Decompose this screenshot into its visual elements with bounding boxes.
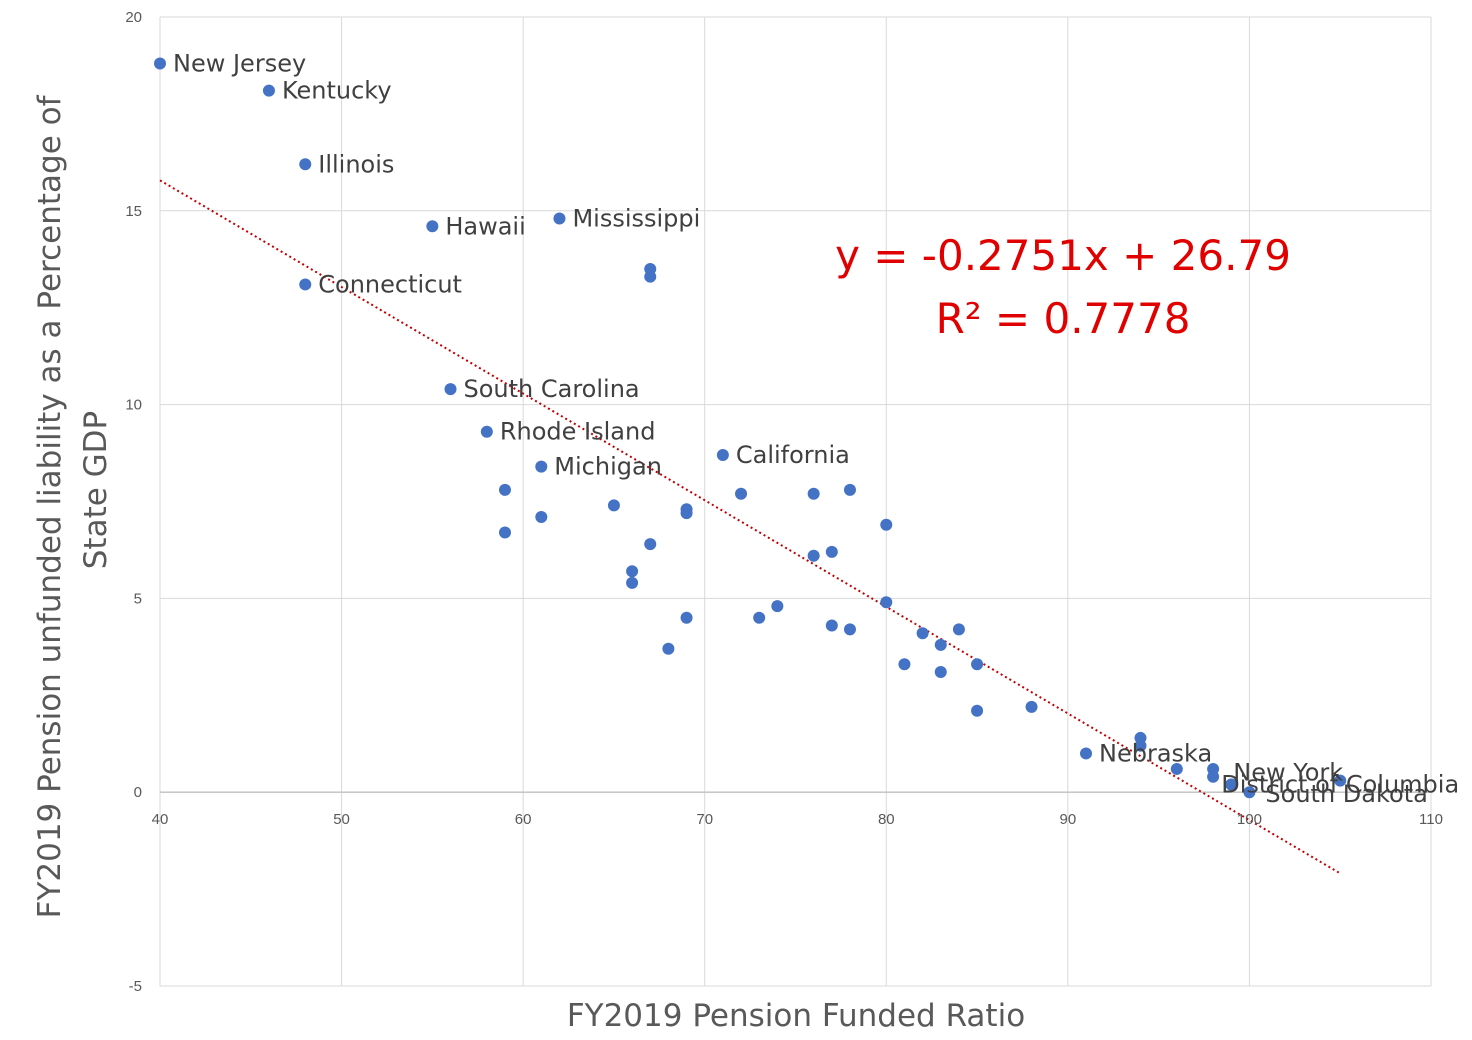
data-point [952, 623, 965, 636]
data-point [1170, 762, 1183, 775]
y-axis-title: FY2019 Pension unfunded liability as a P… [32, 86, 114, 919]
data-point [1207, 770, 1220, 783]
trendline [159, 179, 1341, 875]
x-axis-title: FY2019 Pension Funded Ratio [567, 998, 1025, 1034]
trendline-r-squared: R² = 0.7778 [936, 294, 1191, 343]
data-point [535, 460, 548, 473]
x-tick-label-110: 110 [1419, 811, 1443, 828]
tick-labels: 40 50 60 70 80 90 100 110 -5 0 5 10 15 20 [125, 9, 1443, 995]
data-point [498, 483, 511, 496]
data-point [299, 158, 312, 171]
point-label-south-carolina: South Carolina [464, 375, 640, 403]
data-point [154, 57, 166, 70]
data-point [880, 596, 893, 609]
data-point [753, 611, 766, 624]
data-point [1243, 786, 1256, 799]
point-label-rhode-island: Rhode Island [500, 418, 656, 446]
data-point [971, 704, 984, 717]
x-tick-label-80: 80 [878, 811, 895, 828]
data-point [843, 623, 856, 636]
y-axis-title-line-2: State GDP [78, 411, 114, 570]
x-tick-label-70: 70 [696, 811, 713, 828]
data-point [1080, 747, 1093, 760]
x-tick-label-100: 100 [1237, 811, 1262, 828]
y-tick-label--5: -5 [129, 978, 142, 995]
data-point [607, 499, 620, 512]
data-point [680, 611, 693, 624]
data-point [716, 448, 729, 461]
x-tick-label-50: 50 [333, 811, 350, 828]
data-point [880, 518, 893, 531]
point-label-south-dakota: South Dakota [1265, 780, 1427, 808]
y-tick-label-0: 0 [134, 784, 142, 801]
point-label-mississippi: Mississippi [572, 205, 700, 233]
data-point [934, 666, 947, 679]
data-point [807, 487, 820, 500]
point-label-connecticut: Connecticut [318, 270, 462, 298]
data-point [843, 483, 856, 496]
y-tick-label-20: 20 [125, 9, 142, 26]
data-point [444, 383, 457, 396]
data-point [916, 627, 929, 640]
data-point [553, 212, 566, 225]
data-point [480, 425, 493, 438]
point-label-kentucky: Kentucky [282, 77, 392, 105]
x-tick-label-40: 40 [152, 811, 169, 828]
point-label-hawaii: Hawaii [445, 212, 525, 240]
data-point [426, 220, 439, 233]
x-tick-label-60: 60 [515, 811, 532, 828]
point-label-michigan: Michigan [554, 453, 662, 481]
y-tick-label-5: 5 [134, 590, 142, 607]
data-point [1334, 774, 1347, 787]
data-point [825, 619, 838, 632]
data-point [498, 526, 511, 539]
data-point [626, 565, 639, 578]
data-point [680, 507, 693, 520]
data-point [1225, 778, 1238, 791]
data-points [154, 57, 1347, 799]
data-point [807, 549, 820, 562]
data-point [825, 545, 838, 558]
point-label-district-of-columbia: District of Columbia [1221, 770, 1459, 798]
point-label-new-jersey: New Jersey [173, 50, 306, 78]
y-tick-label-10: 10 [125, 397, 142, 414]
point-label-new-york: New York [1233, 758, 1343, 786]
gridlines [159, 16, 1432, 987]
point-label-illinois: Illinois [318, 150, 394, 178]
x-tick-label-90: 90 [1060, 811, 1077, 828]
data-point [626, 576, 639, 589]
point-label-california: California [736, 441, 850, 469]
trendline-group [159, 179, 1341, 875]
trendline-equation: y = -0.2751x + 26.79 [835, 231, 1291, 280]
y-axis-title-line-1: FY2019 Pension unfunded liability as a P… [32, 94, 68, 918]
data-point [299, 278, 312, 291]
data-point [898, 658, 911, 671]
data-point [262, 84, 275, 97]
data-point [662, 642, 675, 655]
data-point [1025, 700, 1038, 713]
data-point [934, 638, 947, 651]
data-point [644, 538, 657, 551]
point-label-nebraska: Nebraska [1099, 739, 1212, 767]
data-point [771, 600, 784, 613]
data-point [971, 658, 984, 671]
data-point [735, 487, 748, 500]
data-point [644, 270, 657, 283]
data-point [535, 511, 548, 524]
y-tick-label-15: 15 [125, 203, 142, 220]
data-point [1134, 739, 1147, 752]
